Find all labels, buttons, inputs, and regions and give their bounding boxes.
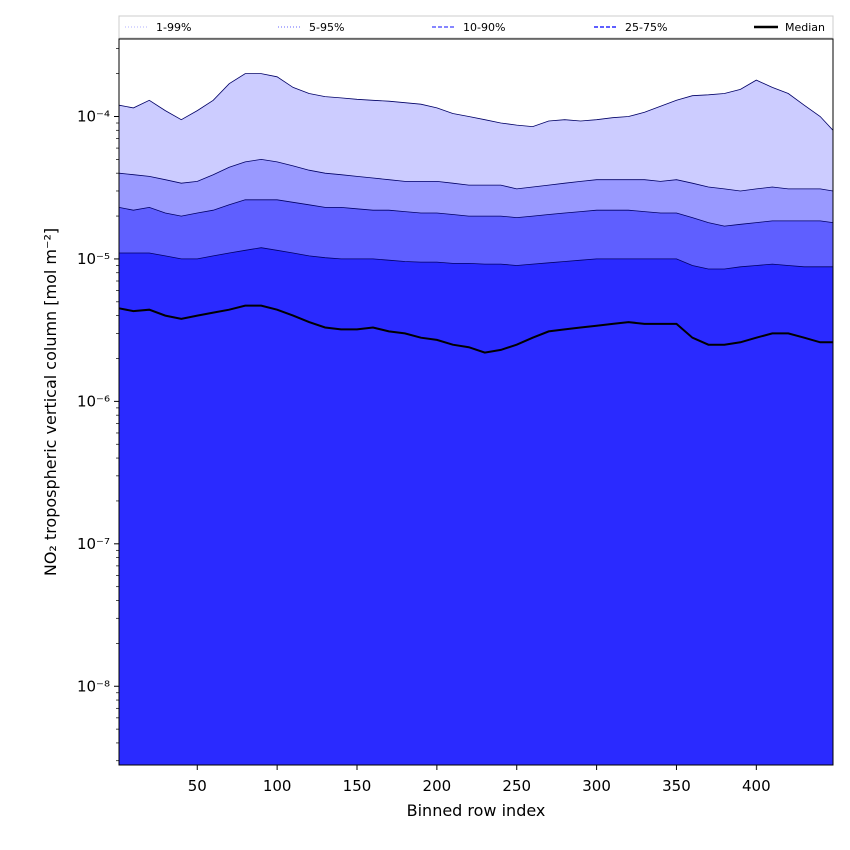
median-layer [118,304,833,354]
x-tick-label: 300 [582,777,611,795]
x-axis: 50 100 150 200 250 300 350 400 [188,765,771,795]
x-tick-label: 350 [662,777,691,795]
y-tick-label: 10⁻⁴ [77,107,110,125]
percentile-bands [118,73,834,766]
legend-label: 10-90% [463,21,505,34]
legend-label: 25-75% [625,21,667,34]
legend-label: 5-95% [309,21,344,34]
y-axis-label: NO₂ tropospheric vertical column [mol m⁻… [41,228,60,576]
y-tick-label: 10⁻⁶ [77,392,110,410]
plot-frame [118,38,834,766]
x-axis-label: Binned row index [407,801,546,820]
x-tick-label: 100 [263,777,292,795]
band-edge-10-90% [118,199,834,227]
x-tick-label: 200 [423,777,452,795]
y-axis: 10⁻⁸ 10⁻⁷ 10⁻⁶ 10⁻⁵ 10⁻⁴ [77,48,119,762]
x-tick-label: 150 [343,777,372,795]
band-edge-25-75% [119,247,833,270]
band-edge-1-99% [118,73,834,131]
x-tick-label: 400 [742,777,771,795]
y-tick-label: 10⁻⁷ [77,535,110,553]
legend-label: 1-99% [156,21,191,34]
band-25-75% [119,247,833,765]
x-tick-label: 50 [188,777,207,795]
legend-box [118,15,834,39]
legend: 1-99% 5-95% 10-90% 25-75% Median [118,15,834,39]
x-tick-label: 250 [502,777,531,795]
legend-label: Median [785,21,825,34]
band-edge-5-95% [118,158,834,192]
median-line [118,304,833,354]
y-tick-label: 10⁻⁵ [77,250,110,268]
y-tick-label: 10⁻⁸ [77,677,110,695]
